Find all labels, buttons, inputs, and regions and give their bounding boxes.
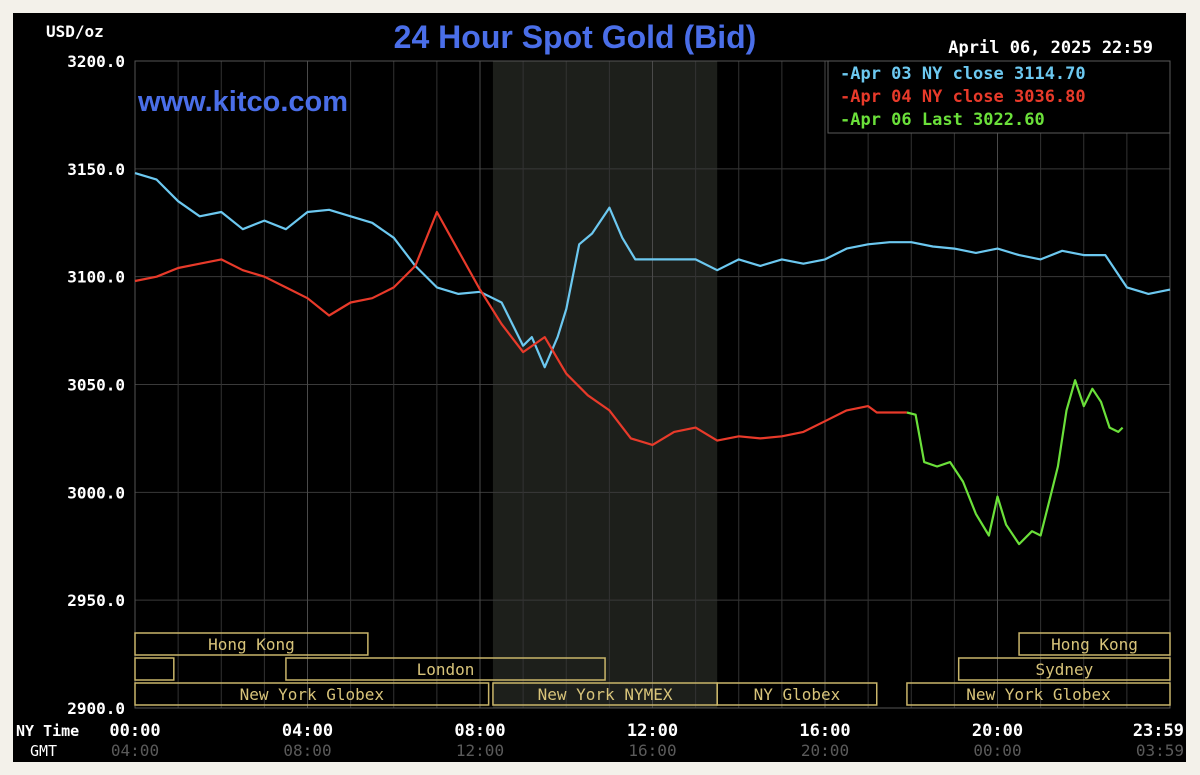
x-tick-label-gmt: 16:00 — [628, 741, 676, 760]
legend-box — [827, 60, 1171, 134]
series-line — [134, 210, 907, 446]
chart-frame: 3200.0 3150.0 3100.0 3050.0 3000.0 2950.0 2900… — [13, 13, 1186, 762]
x-tick-label-gmt: 03:59 — [1136, 741, 1184, 760]
y-tick-label: 2900.0 — [67, 699, 125, 718]
y-axis-unit-label: USD/oz — [46, 22, 104, 41]
legend-entry: -Apr 03 NY close 3114.70 — [840, 64, 1086, 84]
x-tick-label-ny: 20:00 — [972, 721, 1023, 741]
x-tick-label-gmt: 04:00 — [111, 741, 159, 760]
chart-timestamp: April 06, 2025 22:59 — [948, 38, 1153, 58]
x-tick-label-ny: 00:00 — [109, 721, 160, 741]
x-tick-label-gmt: 12:00 — [456, 741, 504, 760]
y-tick-label: 3200.0 — [67, 52, 125, 71]
x-tick-label-gmt: 00:00 — [973, 741, 1021, 760]
session-label: New York NYMEX — [538, 685, 673, 704]
chart-title: 24 Hour Spot Gold (Bid) — [394, 19, 757, 55]
session-label: NY Globex — [754, 685, 841, 704]
y-tick-label: 3100.0 — [67, 268, 125, 287]
series-line — [906, 379, 1124, 546]
x-tick-label-ny: 12:00 — [627, 721, 678, 741]
plot-area-border — [134, 60, 1171, 709]
x-tick-label-ny: 23:59 — [1133, 721, 1184, 741]
session-label: New York Globex — [240, 685, 385, 704]
x-tick-label-ny: 04:00 — [282, 721, 333, 741]
session-box — [957, 657, 1171, 681]
session-box — [285, 657, 606, 681]
legend-entry: -Apr 06 Last 3022.60 — [840, 110, 1045, 130]
x-tick-label-ny: 16:00 — [799, 721, 850, 741]
watermark-link[interactable]: www.kitco.com — [137, 86, 348, 118]
y-tick-label: 3000.0 — [67, 483, 125, 502]
y-tick-label: 3050.0 — [67, 376, 125, 395]
x-tick-label-gmt: 08:00 — [283, 741, 331, 760]
series-line — [134, 172, 1171, 369]
session-label: Hong Kong — [1051, 635, 1138, 654]
session-label: Sydney — [1035, 660, 1093, 679]
legend-entry: -Apr 04 NY close 3036.80 — [840, 87, 1086, 107]
session-box — [134, 682, 490, 706]
x-axis-ny-time-label: NY Time — [16, 722, 79, 740]
y-tick-label: 2950.0 — [67, 591, 125, 610]
x-axis-gmt-label: GMT — [30, 742, 57, 760]
session-label: London — [417, 660, 475, 679]
x-tick-label-gmt: 20:00 — [801, 741, 849, 760]
session-box — [1018, 632, 1171, 656]
session-box — [134, 657, 175, 681]
session-label: Hong Kong — [208, 635, 295, 654]
session-box — [906, 682, 1171, 706]
session-box — [134, 632, 369, 656]
gold-price-chart: 3200.0 3150.0 3100.0 3050.0 3000.0 2950.0 2900… — [16, 19, 1184, 760]
x-tick-label-ny: 08:00 — [454, 721, 505, 741]
session-label: New York Globex — [966, 685, 1111, 704]
session-box — [716, 682, 878, 706]
y-tick-label: 3150.0 — [67, 160, 125, 179]
